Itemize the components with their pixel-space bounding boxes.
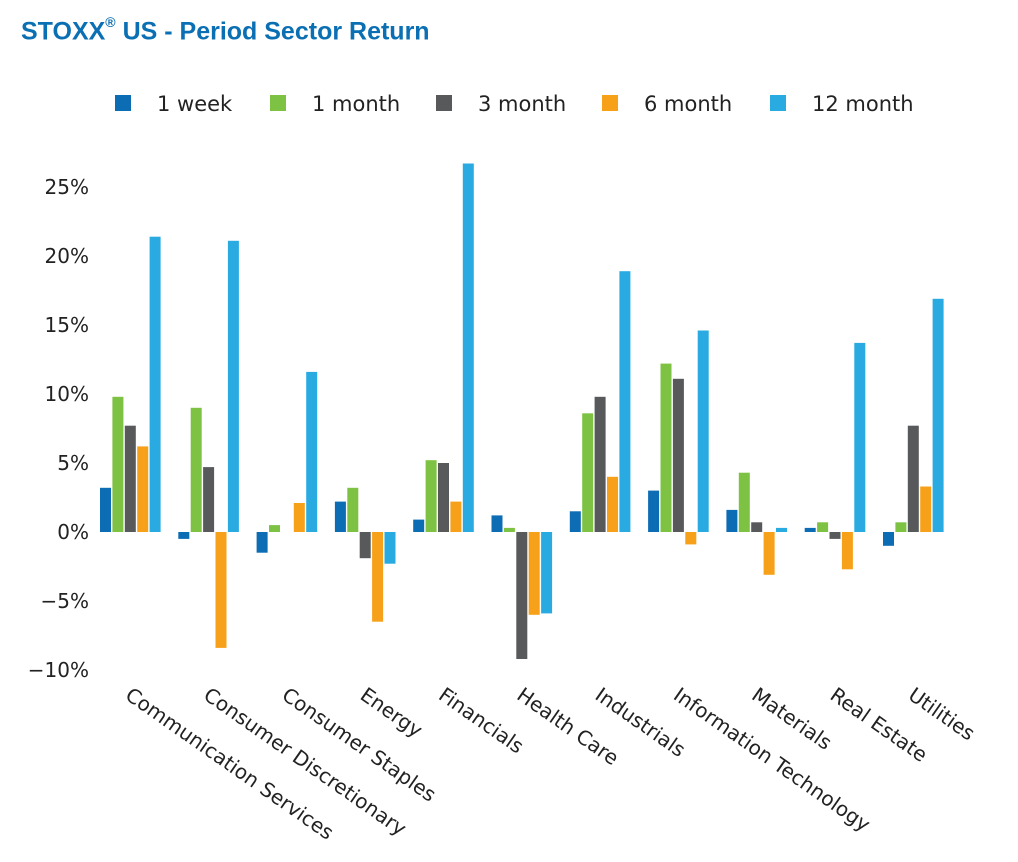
- bar-12-month-3: [384, 532, 396, 564]
- bar-3-month-6: [594, 396, 606, 532]
- bar-12-month-7: [697, 330, 709, 532]
- bar-1-month-3: [347, 487, 359, 532]
- bar-3-month-1: [203, 467, 215, 532]
- bar-3-month-5: [516, 532, 528, 659]
- bar-1-month-10: [895, 522, 907, 532]
- legend-label-3-month: 3 month: [478, 92, 567, 116]
- chart-legend: 1 week 1 month 3 month 6 month 12 month: [0, 92, 1018, 118]
- bar-6-month-2: [293, 503, 305, 532]
- x-category-label: Energy: [356, 682, 427, 742]
- bar-3-month-0: [124, 425, 136, 532]
- legend-swatch-1-week: [115, 95, 131, 111]
- legend-swatch-3-month: [436, 95, 452, 111]
- bar-12-month-8: [776, 527, 787, 532]
- bar-1-month-7: [660, 363, 672, 532]
- legend-label-6-month: 6 month: [644, 92, 733, 116]
- bar-6-month-3: [372, 532, 384, 622]
- bar-1-month-6: [582, 413, 594, 532]
- bar-1-week-7: [648, 490, 660, 532]
- bar-6-month-0: [137, 446, 149, 532]
- bar-1-month-0: [112, 396, 124, 532]
- legend-label-12-month: 12 month: [812, 92, 914, 116]
- y-tick-label: 0%: [57, 520, 89, 544]
- bar-1-week-10: [883, 532, 894, 546]
- legend-swatch-12-month: [770, 95, 786, 111]
- bar-1-week-3: [334, 501, 346, 532]
- bar-12-month-6: [619, 271, 631, 532]
- bar-1-week-9: [804, 527, 816, 532]
- legend-label-1-week: 1 week: [157, 92, 233, 116]
- x-category-label: Financials: [434, 682, 528, 758]
- bar-1-week-6: [569, 511, 581, 532]
- chart-title-rest: US - Period Sector Return: [115, 17, 430, 46]
- bar-3-month-10: [907, 425, 919, 532]
- bar-1-week-2: [256, 532, 268, 553]
- bar-1-month-9: [817, 522, 829, 532]
- y-tick-label: −10%: [28, 658, 89, 682]
- y-tick-label: 15%: [45, 313, 89, 337]
- bar-12-month-10: [932, 298, 944, 532]
- bar-1-week-1: [178, 532, 190, 539]
- bar-3-month-9: [829, 532, 841, 539]
- bar-1-week-4: [413, 519, 425, 532]
- chart-title-registered-mark: ®: [105, 14, 116, 30]
- bar-12-month-9: [854, 342, 866, 532]
- legend-swatch-1-month: [270, 95, 286, 111]
- chart-title: STOXX® US - Period Sector Return: [21, 14, 430, 46]
- bar-12-month-5: [541, 532, 553, 614]
- bar-12-month-2: [306, 371, 318, 532]
- bar-1-week-8: [726, 509, 738, 532]
- y-tick-label: 25%: [45, 175, 89, 199]
- y-tick-label: 5%: [57, 451, 89, 475]
- bar-12-month-1: [227, 240, 239, 533]
- bar-3-month-3: [359, 532, 371, 559]
- y-tick-label: 20%: [45, 244, 89, 268]
- bar-1-month-5: [503, 527, 515, 532]
- legend-label-1-month: 1 month: [312, 92, 401, 116]
- bar-1-month-8: [738, 472, 750, 532]
- bar-6-month-10: [920, 486, 932, 532]
- bar-3-month-4: [438, 463, 449, 532]
- bar-3-month-7: [672, 378, 684, 532]
- bar-6-month-9: [841, 532, 853, 570]
- bar-1-month-4: [425, 460, 437, 532]
- y-tick-label: −5%: [41, 589, 90, 613]
- bar-1-week-0: [100, 487, 111, 532]
- bar-6-month-4: [450, 501, 462, 532]
- bar-3-month-8: [751, 522, 763, 532]
- bar-6-month-7: [685, 532, 697, 545]
- bar-1-month-2: [269, 525, 280, 532]
- legend-swatch-6-month: [602, 95, 618, 111]
- bar-1-month-1: [190, 407, 202, 532]
- bar-12-month-0: [149, 236, 161, 532]
- bar-1-week-5: [491, 515, 503, 532]
- bar-12-month-4: [462, 163, 474, 532]
- y-tick-label: 10%: [45, 382, 89, 406]
- bar-6-month-5: [528, 532, 540, 615]
- chart-title-main: STOXX: [21, 17, 106, 46]
- bar-6-month-6: [607, 476, 618, 532]
- bar-6-month-1: [215, 532, 227, 648]
- bar-6-month-8: [763, 532, 775, 575]
